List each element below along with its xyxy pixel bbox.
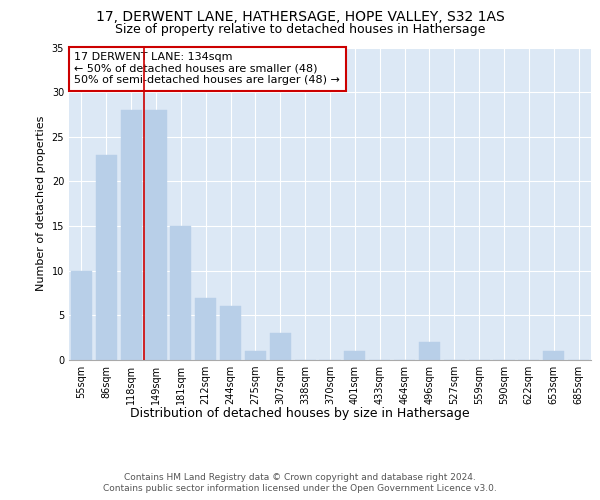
Text: Size of property relative to detached houses in Hathersage: Size of property relative to detached ho… bbox=[115, 22, 485, 36]
Bar bbox=[145, 110, 167, 360]
Bar bbox=[170, 226, 191, 360]
Bar bbox=[245, 351, 266, 360]
Bar bbox=[71, 270, 92, 360]
Text: 17 DERWENT LANE: 134sqm
← 50% of detached houses are smaller (48)
50% of semi-de: 17 DERWENT LANE: 134sqm ← 50% of detache… bbox=[74, 52, 340, 86]
Bar bbox=[543, 351, 564, 360]
Bar bbox=[419, 342, 440, 360]
Text: Contains public sector information licensed under the Open Government Licence v3: Contains public sector information licen… bbox=[103, 484, 497, 493]
Bar bbox=[270, 333, 291, 360]
Bar bbox=[195, 298, 216, 360]
Bar bbox=[121, 110, 142, 360]
Bar bbox=[344, 351, 365, 360]
Text: Contains HM Land Registry data © Crown copyright and database right 2024.: Contains HM Land Registry data © Crown c… bbox=[124, 472, 476, 482]
Bar bbox=[96, 154, 117, 360]
Text: Distribution of detached houses by size in Hathersage: Distribution of detached houses by size … bbox=[130, 408, 470, 420]
Bar bbox=[220, 306, 241, 360]
Text: 17, DERWENT LANE, HATHERSAGE, HOPE VALLEY, S32 1AS: 17, DERWENT LANE, HATHERSAGE, HOPE VALLE… bbox=[95, 10, 505, 24]
Y-axis label: Number of detached properties: Number of detached properties bbox=[36, 116, 46, 292]
